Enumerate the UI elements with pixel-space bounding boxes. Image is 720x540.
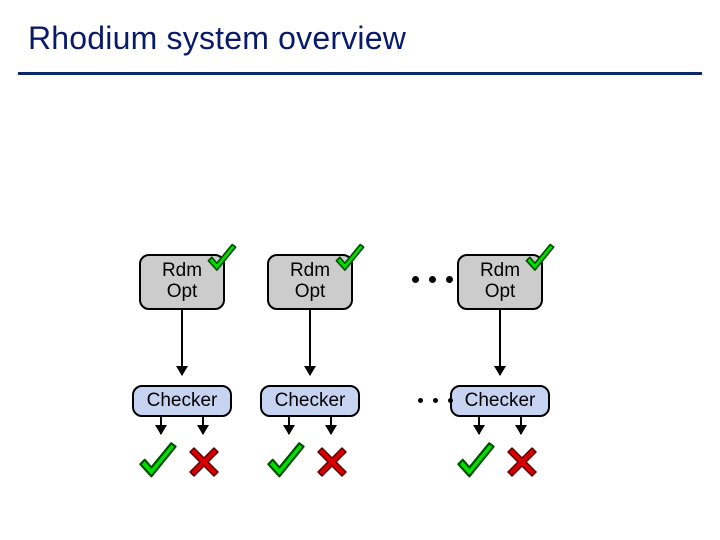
page-title: Rhodium system overview [28,20,406,57]
checker-box: Checker [450,385,550,417]
arrow-down-icon [520,417,522,434]
check-icon [523,242,557,276]
rdm-opt-label-line1: Rdm [480,261,520,282]
check-icon [136,440,180,484]
rdm-opt-label-line2: Opt [485,282,516,303]
rdm-opt-label-line1: Rdm [290,261,330,282]
arrow-down-icon [202,417,204,434]
checker-label: Checker [465,391,536,412]
arrow-down-icon [478,417,480,434]
rdm-opt-label-line1: Rdm [162,261,202,282]
cross-icon [312,442,352,482]
arrow-down-icon [330,417,332,434]
cross-icon [184,442,224,482]
rdm-opt-label-line2: Opt [295,282,326,303]
ellipsis-icon [412,276,453,283]
cross-icon [502,442,542,482]
arrow-down-icon [181,310,183,375]
check-icon [454,440,498,484]
slide: Rhodium system overview Rdm Opt Rdm Opt … [0,0,720,540]
checker-box: Checker [260,385,360,417]
checker-label: Checker [147,391,218,412]
arrow-down-icon [288,417,290,434]
arrow-down-icon [499,310,501,375]
check-icon [333,242,367,276]
checker-label: Checker [275,391,346,412]
arrow-down-icon [160,417,162,434]
arrow-down-icon [309,310,311,375]
rdm-opt-label-line2: Opt [167,282,198,303]
check-icon [264,440,308,484]
checker-box: Checker [132,385,232,417]
ellipsis-icon [418,398,453,403]
check-icon [205,242,239,276]
title-rule [18,72,702,75]
